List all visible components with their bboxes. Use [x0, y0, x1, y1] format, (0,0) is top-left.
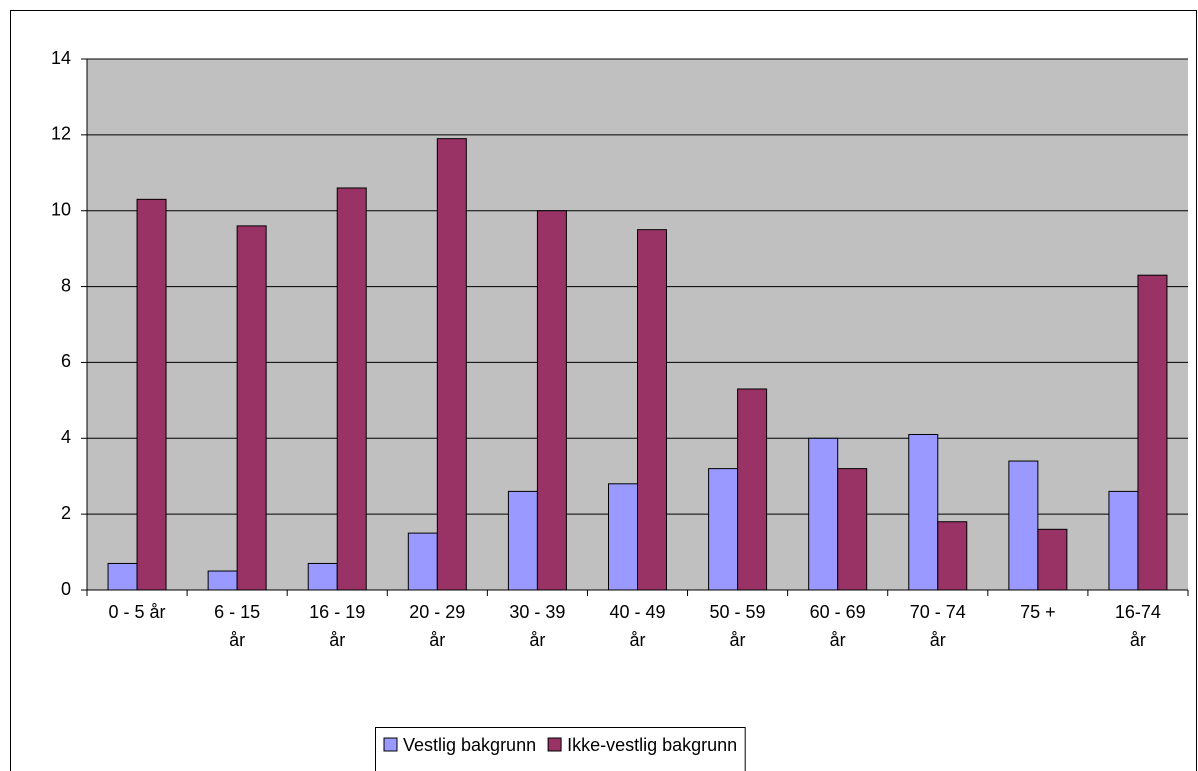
bar	[536, 210, 567, 591]
bar	[1008, 460, 1039, 591]
bar	[307, 562, 338, 591]
bar	[808, 437, 839, 591]
legend-swatch	[547, 737, 562, 752]
bar	[837, 468, 868, 591]
y-tick-label: 10	[51, 199, 71, 219]
y-tick-label: 8	[61, 275, 71, 295]
x-tick-label: 30 - 39 år	[509, 602, 566, 650]
bar	[937, 521, 968, 591]
x-tick-label: 20 - 29 år	[409, 602, 466, 650]
bar	[107, 562, 138, 591]
x-tick-label-box: 20 - 29 år	[409, 602, 466, 650]
x-tick-label: 70 - 74 år	[909, 602, 966, 650]
bar	[136, 198, 167, 591]
bar	[1137, 274, 1168, 591]
bar	[336, 187, 367, 591]
x-tick-label: 40 - 49 år	[609, 602, 666, 650]
x-tick-label: 6 - 15 år	[214, 602, 261, 650]
x-tick-label-box: 40 - 49 år	[609, 602, 666, 650]
x-tick-label-box: 16-74 år	[1114, 602, 1161, 650]
x-tick-label: 75 +	[1020, 602, 1056, 622]
x-tick-label-box: 50 - 59 år	[709, 602, 766, 650]
x-tick-label-box: 60 - 69 år	[809, 602, 866, 650]
y-tick-label: 12	[51, 124, 71, 144]
legend-box	[375, 727, 746, 771]
x-tick-label: 60 - 69 år	[809, 602, 866, 650]
legend-label: Vestlig bakgrunn	[403, 735, 536, 755]
bar	[637, 229, 667, 591]
bar	[436, 138, 467, 591]
y-tick-label: 4	[61, 427, 71, 447]
bar	[737, 388, 768, 591]
x-tick-label-box: 0 - 5 år	[108, 602, 166, 622]
chart-border	[10, 10, 1197, 771]
legend-label: Ikke-vestlig bakgrunn	[567, 735, 737, 755]
y-tick-label: 0	[61, 579, 71, 599]
y-tick-label: 14	[51, 48, 71, 68]
bar	[507, 490, 538, 591]
bar	[708, 468, 739, 591]
x-tick-label: 50 - 59 år	[709, 602, 766, 650]
x-tick-label-box: 70 - 74 år	[909, 602, 966, 650]
bar	[1037, 528, 1068, 591]
y-tick-label: 6	[61, 351, 71, 371]
x-tick-label: 0 - 5 år	[108, 602, 166, 622]
bar	[1108, 490, 1139, 591]
x-tick-label-box: 30 - 39 år	[509, 602, 566, 650]
bar	[608, 483, 638, 591]
bar	[207, 570, 238, 591]
bar	[407, 532, 438, 591]
x-tick-label: 16 - 19 år	[309, 602, 366, 650]
y-tick-label: 2	[61, 503, 71, 523]
legend-swatch	[383, 737, 398, 752]
x-tick-label-box: 75 +	[1020, 602, 1056, 622]
bar	[236, 225, 267, 591]
legend: Vestlig bakgrunn Ikke-vestlig bakgrunn	[375, 727, 746, 771]
bar	[908, 433, 939, 591]
x-tick-label-box: 16 - 19 år	[309, 602, 366, 650]
x-tick-label: 16-74 år	[1114, 602, 1161, 650]
x-tick-label-box: 6 - 15 år	[214, 602, 261, 650]
